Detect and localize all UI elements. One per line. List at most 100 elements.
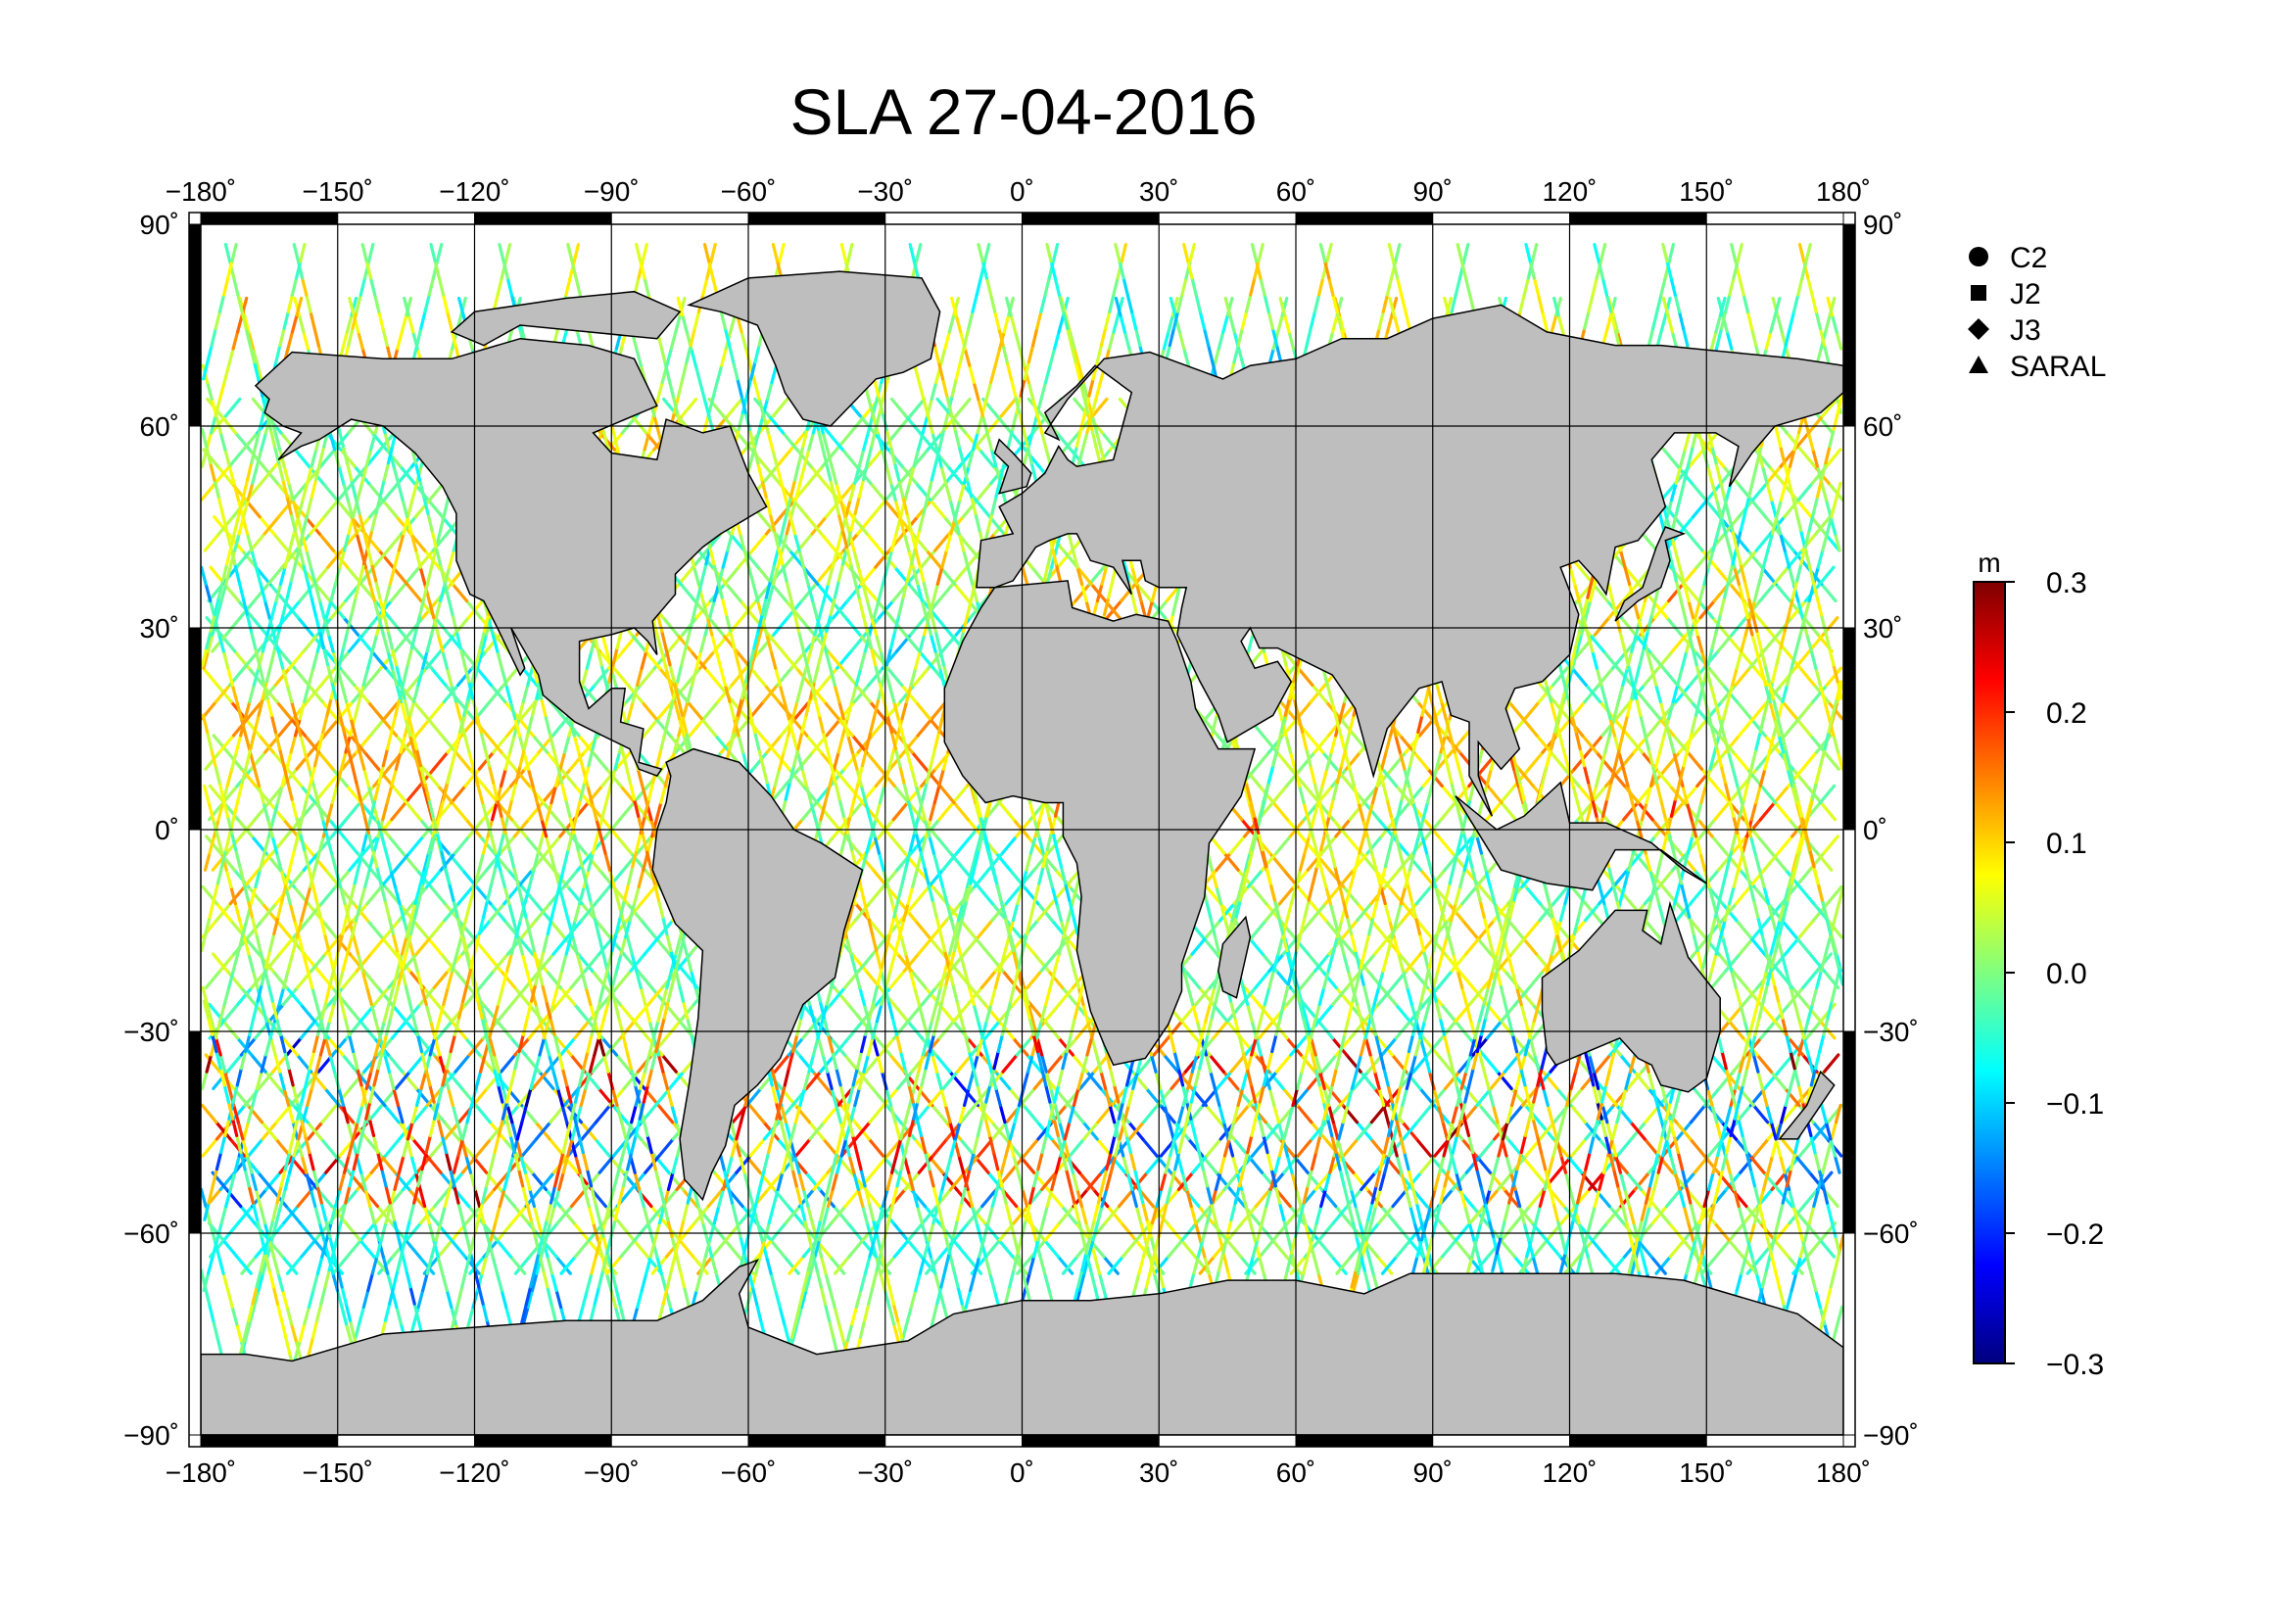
lat-tick-right: −60˚	[1863, 1218, 1919, 1249]
frame-top-segment	[475, 213, 612, 224]
lat-tick-right: −30˚	[1863, 1017, 1919, 1047]
lon-tick-top: 150˚	[1679, 176, 1734, 207]
frame-top-segment	[201, 213, 338, 224]
frame-left-segment	[189, 830, 201, 1031]
lon-tick-top: −120˚	[439, 176, 509, 207]
frame-top-segment	[748, 213, 885, 224]
lon-tick-bottom: 0˚	[1010, 1457, 1034, 1488]
lat-tick-left: 30˚	[140, 613, 179, 644]
frame-right-segment	[1843, 224, 1855, 426]
lat-tick-left: −30˚	[123, 1017, 179, 1047]
lat-tick-left: −90˚	[123, 1420, 179, 1451]
lon-tick-bottom: −180˚	[166, 1457, 236, 1488]
lon-tick-top: 60˚	[1276, 176, 1315, 207]
frame-right-segment	[1843, 628, 1855, 830]
map-title: SLA 27-04-2016	[0, 74, 2047, 149]
colorbar-tick-label: 0.3	[2046, 567, 2087, 599]
lat-tick-right: 90˚	[1863, 210, 1902, 240]
frame-left-segment	[189, 1031, 201, 1233]
lon-tick-top: 180˚	[1816, 176, 1871, 207]
lon-tick-top: −150˚	[303, 176, 373, 207]
frame-bottom-segment	[338, 1435, 475, 1447]
lon-tick-top: 0˚	[1010, 176, 1034, 207]
lon-tick-bottom: 120˚	[1542, 1457, 1597, 1488]
lon-tick-top: −30˚	[857, 176, 913, 207]
colorbar-tick-label: −0.2	[2046, 1218, 2104, 1251]
frame-top-segment	[1433, 213, 1570, 224]
frame-bottom-segment	[1159, 1435, 1296, 1447]
colorbar-unit: m	[1978, 548, 2000, 578]
mission-legend: C2 J2 J3 SARAL	[1968, 242, 2106, 383]
frame-top-segment	[611, 213, 748, 224]
colorbar-tick-label: 0.2	[2046, 697, 2087, 730]
lon-tick-bottom: −150˚	[303, 1457, 373, 1488]
lat-tick-left: 90˚	[140, 210, 179, 240]
lon-tick-bottom: −90˚	[584, 1457, 640, 1488]
lon-tick-bottom: 90˚	[1413, 1457, 1453, 1488]
frame-right-segment	[1843, 830, 1855, 1031]
legend-item-c2: C2	[1969, 242, 2047, 274]
lon-tick-top: −180˚	[166, 176, 236, 207]
lon-tick-bottom: 150˚	[1679, 1457, 1734, 1488]
colorbar-tick-label: −0.1	[2046, 1088, 2104, 1121]
legend-item-j3: J3	[1968, 314, 2041, 347]
frame-top-segment	[1159, 213, 1296, 224]
legend-item-j2: J2	[1971, 278, 2041, 310]
lon-tick-bottom: 30˚	[1139, 1457, 1178, 1488]
frame-left-segment	[189, 224, 201, 426]
legend-label: SARAL	[2010, 351, 2106, 383]
lon-tick-top: 120˚	[1542, 176, 1597, 207]
triangle-marker-icon	[1969, 356, 1988, 373]
lat-tick-right: 0˚	[1863, 815, 1887, 845]
lon-tick-top: −60˚	[721, 176, 777, 207]
lon-tick-top: 90˚	[1413, 176, 1453, 207]
lon-tick-bottom: −120˚	[439, 1457, 509, 1488]
lat-tick-right: 60˚	[1863, 411, 1902, 442]
frame-bottom-segment	[475, 1435, 612, 1447]
legend-label: J2	[2010, 278, 2041, 310]
frame-bottom-segment	[1706, 1435, 1843, 1447]
lon-tick-bottom: −30˚	[857, 1457, 913, 1488]
lat-tick-left: 60˚	[140, 411, 179, 442]
frame-top-segment	[1706, 213, 1843, 224]
lon-tick-bottom: −60˚	[721, 1457, 777, 1488]
colorbar: m 0.3 0.2 0.1 0.0 −0.1 −0.2 −0.3	[1974, 548, 2104, 1381]
diamond-marker-icon	[1968, 318, 1989, 340]
legend-item-saral: SARAL	[1969, 351, 2106, 383]
frame-top-segment	[1296, 213, 1433, 224]
lat-tick-right: −90˚	[1863, 1420, 1919, 1451]
legend-label: C2	[2010, 242, 2047, 274]
frame-left-segment	[189, 628, 201, 830]
colorbar-ramp	[1974, 582, 2005, 1363]
frame-left-segment	[189, 1233, 201, 1435]
frame-top-segment	[1023, 213, 1160, 224]
lat-tick-right: 30˚	[1863, 613, 1902, 644]
frame-right-segment	[1843, 426, 1855, 628]
lat-tick-left: 0˚	[155, 815, 179, 845]
square-marker-icon	[1971, 285, 1986, 301]
frame-bottom-segment	[1433, 1435, 1570, 1447]
legend-label: J3	[2010, 314, 2041, 347]
colorbar-tick-label: −0.3	[2046, 1349, 2104, 1381]
frame-bottom-segment	[1296, 1435, 1433, 1447]
frame-bottom-segment	[885, 1435, 1023, 1447]
lon-tick-top: −90˚	[584, 176, 640, 207]
frame-top-segment	[1570, 213, 1707, 224]
frame-right-segment	[1843, 1031, 1855, 1233]
colorbar-tick-label: 0.0	[2046, 958, 2087, 990]
lon-tick-bottom: 60˚	[1276, 1457, 1315, 1488]
frame-left-segment	[189, 426, 201, 628]
lon-tick-top: 30˚	[1139, 176, 1178, 207]
lon-tick-bottom: 180˚	[1816, 1457, 1871, 1488]
frame-bottom-segment	[611, 1435, 748, 1447]
frame-right-segment	[1843, 1233, 1855, 1435]
frame-top-segment	[885, 213, 1023, 224]
frame-bottom-segment	[201, 1435, 338, 1447]
frame-top-segment	[338, 213, 475, 224]
frame-bottom-segment	[1023, 1435, 1160, 1447]
colorbar-tick-label: 0.1	[2046, 828, 2087, 860]
frame-bottom-segment	[748, 1435, 885, 1447]
frame-bottom-segment	[1570, 1435, 1707, 1447]
